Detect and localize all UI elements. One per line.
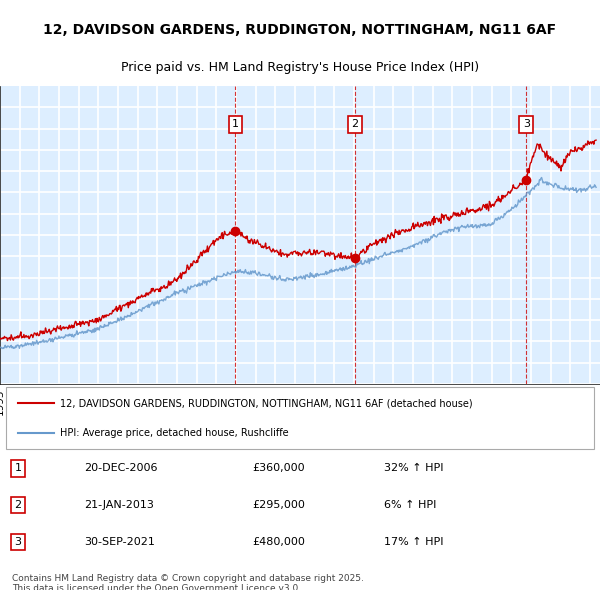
Text: £295,000: £295,000: [252, 500, 305, 510]
Text: 1: 1: [232, 119, 239, 129]
Text: 12, DAVIDSON GARDENS, RUDDINGTON, NOTTINGHAM, NG11 6AF: 12, DAVIDSON GARDENS, RUDDINGTON, NOTTIN…: [43, 24, 557, 37]
Text: Price paid vs. HM Land Registry's House Price Index (HPI): Price paid vs. HM Land Registry's House …: [121, 61, 479, 74]
Text: Contains HM Land Registry data © Crown copyright and database right 2025.
This d: Contains HM Land Registry data © Crown c…: [12, 573, 364, 590]
Text: 20-DEC-2006: 20-DEC-2006: [84, 463, 157, 473]
Text: 12, DAVIDSON GARDENS, RUDDINGTON, NOTTINGHAM, NG11 6AF (detached house): 12, DAVIDSON GARDENS, RUDDINGTON, NOTTIN…: [60, 398, 473, 408]
Text: 2: 2: [352, 119, 359, 129]
Text: 2: 2: [14, 500, 22, 510]
Text: 32% ↑ HPI: 32% ↑ HPI: [384, 463, 443, 473]
Text: 1: 1: [14, 463, 22, 473]
Text: 21-JAN-2013: 21-JAN-2013: [84, 500, 154, 510]
FancyBboxPatch shape: [6, 387, 594, 449]
Text: £360,000: £360,000: [252, 463, 305, 473]
Text: 6% ↑ HPI: 6% ↑ HPI: [384, 500, 436, 510]
Text: £480,000: £480,000: [252, 537, 305, 547]
Text: 17% ↑ HPI: 17% ↑ HPI: [384, 537, 443, 547]
Text: 3: 3: [14, 537, 22, 547]
Text: 3: 3: [523, 119, 530, 129]
Text: HPI: Average price, detached house, Rushcliffe: HPI: Average price, detached house, Rush…: [60, 428, 289, 438]
Text: 30-SEP-2021: 30-SEP-2021: [84, 537, 155, 547]
